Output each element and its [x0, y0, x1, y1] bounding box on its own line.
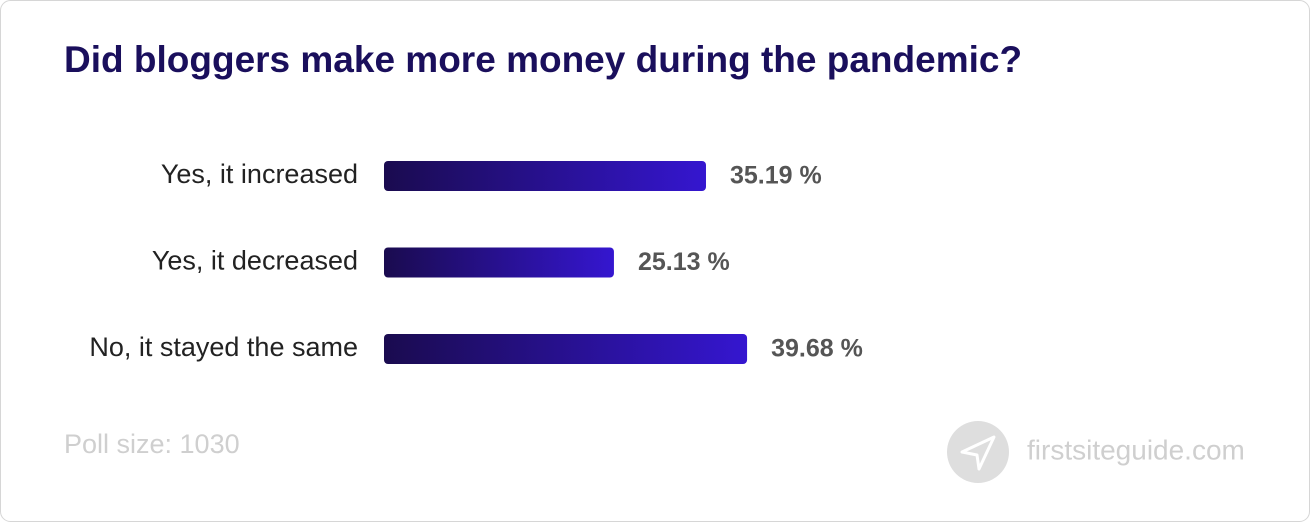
value-label: 35.19 % — [730, 162, 822, 190]
logo-icon — [947, 421, 1009, 483]
bar — [384, 161, 706, 191]
value-label: 25.13 % — [638, 248, 730, 276]
logo-plane — [960, 435, 996, 471]
source: firstsiteguide.com — [1027, 434, 1245, 465]
logo: firstsiteguide.com — [947, 421, 1245, 483]
chart-title: Did bloggers make more money during the … — [64, 39, 1022, 80]
category-label: Yes, it increased — [161, 159, 358, 189]
value-label: 39.68 % — [771, 335, 863, 363]
bar — [384, 334, 748, 364]
bar — [384, 247, 614, 278]
category-label: Yes, it decreased — [152, 246, 358, 276]
poll-note: Poll size: 1030 — [64, 429, 240, 459]
category-label: No, it stayed the same — [89, 332, 358, 362]
